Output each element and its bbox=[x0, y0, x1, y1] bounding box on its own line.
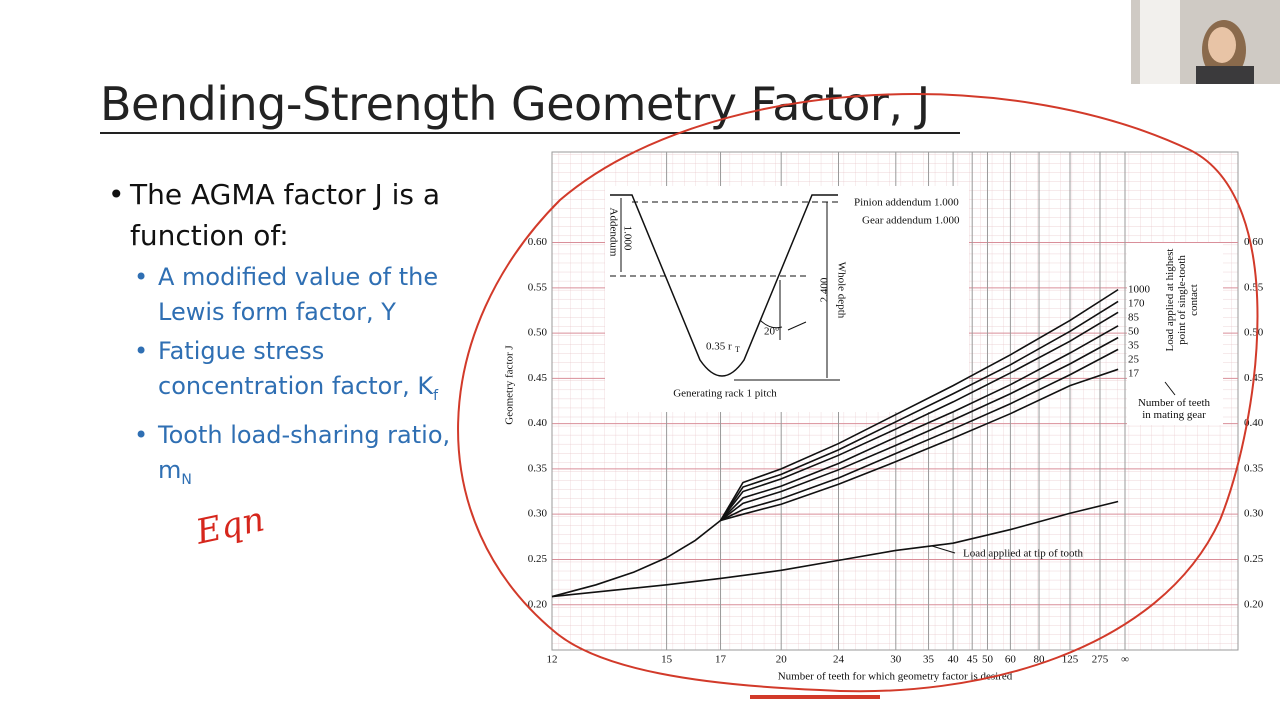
x-tick-label: 40 bbox=[948, 654, 960, 666]
y-tick-label: 0.35 bbox=[1244, 462, 1264, 474]
pointer bbox=[931, 545, 956, 554]
y-tick-label: 0.55 bbox=[1244, 281, 1264, 293]
bullet-list: The AGMA factor J is a function of: A mod… bbox=[108, 174, 488, 498]
y-tick-label: 0.20 bbox=[528, 598, 548, 610]
curve bbox=[719, 300, 1119, 521]
y-tick-label: 0.25 bbox=[1244, 553, 1264, 565]
curve bbox=[719, 311, 1119, 522]
curve bbox=[720, 368, 1119, 522]
curve bbox=[551, 500, 1119, 598]
sub-bullet: A modified value of the Lewis form facto… bbox=[108, 260, 488, 330]
dimension-line bbox=[620, 198, 840, 381]
y-tick-label: 0.55 bbox=[528, 281, 548, 293]
y-tick-label: 0.35 bbox=[528, 462, 548, 474]
inset-label: Pinion addendum 1.000 bbox=[854, 197, 959, 209]
y-tick-label: 0.50 bbox=[1244, 327, 1264, 339]
note: Number of teeth in mating gear bbox=[1138, 397, 1211, 421]
series-label: Load applied at tip of tooth bbox=[963, 548, 1084, 560]
rack-drawing bbox=[610, 194, 1176, 554]
inset-label: 2.400 bbox=[819, 277, 831, 302]
y-tick-label: 0.20 bbox=[1244, 598, 1264, 610]
x-tick-label: ∞ bbox=[1121, 654, 1129, 666]
pointer bbox=[1164, 381, 1176, 396]
addendum-line bbox=[610, 201, 840, 277]
x-axis-label: Number of teeth for which geometry facto… bbox=[778, 671, 1013, 683]
note: Load applied at highestpoint of single-t… bbox=[1164, 249, 1200, 352]
y-tick-label: 0.50 bbox=[528, 327, 548, 339]
series-label: 170 bbox=[1128, 298, 1145, 310]
inset-label: 0.35 r bbox=[706, 341, 732, 353]
inset-label: 1.000 bbox=[621, 226, 633, 251]
y-tick-label: 0.40 bbox=[528, 417, 548, 429]
inset-box bbox=[848, 186, 969, 286]
x-tick-label: 50 bbox=[982, 654, 994, 666]
inset-label: Gear addendum 1.000 bbox=[862, 215, 960, 227]
series-label: 17 bbox=[1128, 368, 1140, 380]
y-tick-label: 0.45 bbox=[528, 372, 548, 384]
inset-label: Whole depth bbox=[835, 262, 847, 319]
bullet-text: Fatigue stress concentration factor, K bbox=[158, 337, 434, 400]
curve bbox=[720, 336, 1119, 522]
x-tick-label: 17 bbox=[715, 654, 727, 666]
inset-label: T bbox=[735, 345, 740, 354]
angle-arc bbox=[759, 319, 807, 331]
series-label: 35 bbox=[1128, 340, 1140, 352]
inset-label: Addendum bbox=[607, 208, 619, 257]
x-tick-label: 125 bbox=[1062, 654, 1079, 666]
rack-profile bbox=[610, 194, 838, 377]
subscript: N bbox=[181, 471, 192, 488]
y-tick-label: 0.25 bbox=[528, 553, 548, 565]
x-tick-label: 15 bbox=[661, 654, 673, 666]
webcam-thumbnail bbox=[1131, 0, 1280, 84]
x-tick-label: 80 bbox=[1034, 654, 1046, 666]
series-label: 25 bbox=[1128, 354, 1140, 366]
curve bbox=[719, 325, 1119, 522]
inset-label: 20° bbox=[764, 326, 779, 338]
curve bbox=[551, 519, 722, 598]
x-tick-label: 20 bbox=[776, 654, 788, 666]
x-tick-label: 45 bbox=[967, 654, 979, 666]
inset-label: Generating rack 1 pitch bbox=[673, 388, 777, 400]
subscript: T bbox=[735, 345, 740, 354]
curve bbox=[720, 348, 1119, 522]
bullet-text: A modified value of the Lewis form facto… bbox=[158, 263, 439, 326]
x-tick-label: 24 bbox=[833, 654, 845, 666]
y-tick-label: 0.60 bbox=[1244, 236, 1264, 248]
series-label: 50 bbox=[1128, 326, 1140, 338]
sub-bullet: Fatigue stress concentration factor, Kf bbox=[108, 334, 488, 414]
series-label: 1000 bbox=[1128, 284, 1151, 296]
curve bbox=[719, 288, 1119, 521]
x-tick-label: 60 bbox=[1005, 654, 1017, 666]
hand-drawn-circle bbox=[457, 93, 1259, 693]
x-tick-label: 35 bbox=[923, 654, 935, 666]
y-tick-label: 0.40 bbox=[1244, 417, 1264, 429]
y-axis-label: Geometry factor J bbox=[504, 345, 516, 425]
x-tick-label: 275 bbox=[1092, 654, 1109, 666]
x-tick-label: 12 bbox=[547, 654, 558, 666]
y-tick-label: 0.60 bbox=[528, 236, 548, 248]
subscript: f bbox=[433, 387, 439, 404]
x-tick-label: 30 bbox=[890, 654, 902, 666]
sub-bullet: Tooth load-sharing ratio, mN bbox=[108, 418, 488, 498]
y-tick-label: 0.30 bbox=[528, 508, 548, 520]
bullet: The AGMA factor J is a function of: bbox=[108, 174, 488, 256]
bullet-text: Tooth load-sharing ratio, m bbox=[158, 420, 451, 484]
y-tick-label: 0.30 bbox=[1244, 508, 1264, 520]
series-label: 85 bbox=[1128, 312, 1140, 324]
